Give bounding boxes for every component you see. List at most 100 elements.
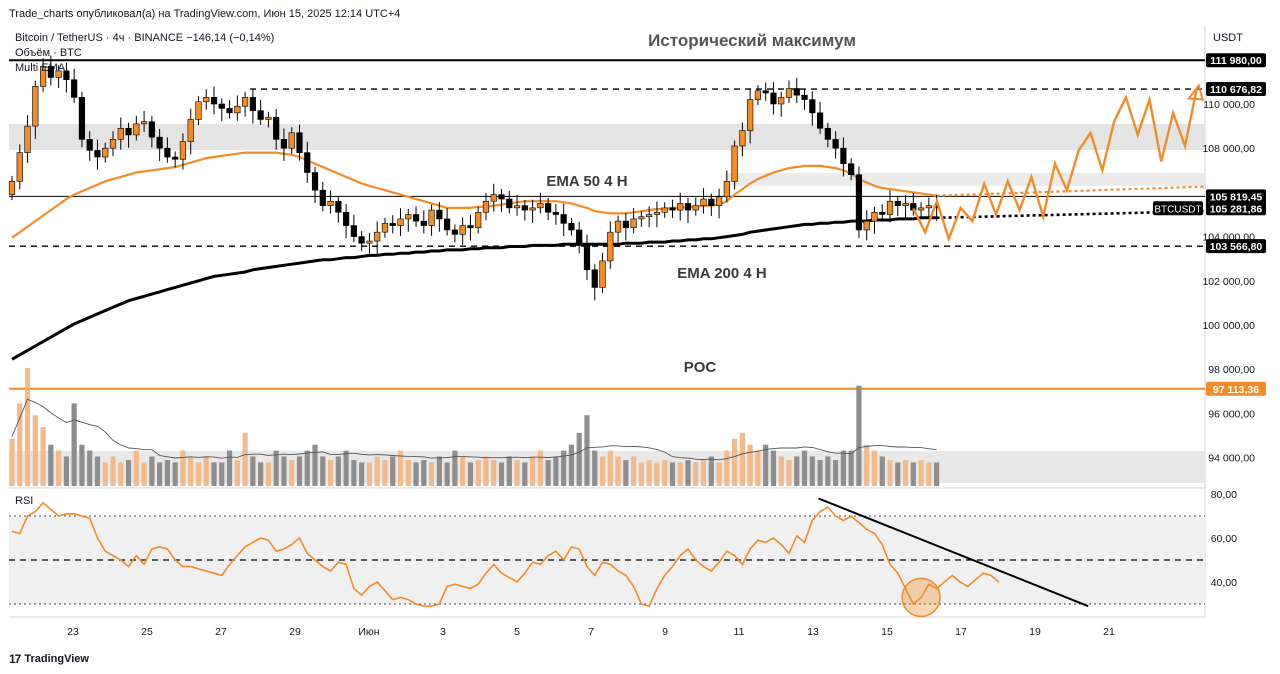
volume-bar (506, 456, 512, 486)
x-tick-label: 9 (662, 626, 668, 638)
projection-path (912, 88, 1198, 243)
candle-body (234, 105, 241, 114)
candle-body (482, 200, 490, 213)
candle-body (506, 198, 513, 209)
candle-body (343, 211, 350, 226)
x-tick-label: 7 (588, 626, 594, 638)
ema-legend[interactable]: Multi EMA (15, 62, 66, 74)
level-tag-label: 97 113,36 (1213, 384, 1259, 396)
x-tick-label: 21 (1103, 626, 1115, 638)
candle-body (203, 97, 210, 103)
ticker-tag (1153, 201, 1203, 216)
candle-body (902, 203, 909, 206)
candle-body (778, 97, 785, 105)
volume-bar (902, 460, 909, 486)
volume-bar (708, 456, 714, 486)
candle-body (739, 130, 746, 147)
price-tick-label: 96 000,00 (1208, 408, 1255, 420)
volume-bar (599, 456, 606, 486)
volume-bar (918, 460, 924, 486)
candle-body (848, 163, 855, 176)
rsi-label: RSI (15, 495, 33, 507)
volume-bar (809, 456, 815, 486)
x-tick-label: Июн (358, 626, 379, 638)
price-pane[interactable] (9, 26, 1205, 487)
candle-body (164, 147, 171, 158)
volume-bar (390, 456, 396, 486)
candle-body (708, 198, 715, 206)
volume-bar (514, 460, 520, 486)
candle-body (319, 189, 326, 206)
volume-bar (133, 450, 139, 486)
candle-body (467, 225, 474, 229)
price-tick-label: 108 000,00 (1202, 143, 1255, 155)
tradingview-mark-icon: 17 (9, 652, 21, 666)
x-tick-label: 15 (881, 626, 893, 638)
volume-bar (149, 456, 155, 486)
candle-body (560, 214, 567, 224)
volume-bar (724, 450, 730, 486)
volume-bar (436, 456, 442, 486)
candle-body (762, 90, 769, 94)
candle-body (366, 240, 373, 244)
candle-body (405, 214, 412, 220)
candle-body (816, 112, 824, 129)
volume-bar (879, 456, 885, 486)
candle-body (677, 203, 684, 211)
volume-bar (654, 462, 660, 486)
price-tick-label: 102 000,00 (1202, 276, 1255, 288)
volume-bar (467, 462, 474, 486)
candle-body (622, 220, 629, 229)
candle-body (630, 218, 637, 229)
candle-body (723, 181, 730, 198)
volume-bar (40, 427, 46, 486)
volume-bar (607, 450, 613, 486)
tradingview-logo[interactable]: 17 TradingView (9, 652, 89, 666)
candle-body (436, 209, 443, 220)
rsi-tick-label: 40,00 (1211, 577, 1237, 589)
candle-body (599, 260, 606, 288)
volume-legend[interactable]: Объём · BTC (15, 47, 82, 59)
volume-bar (382, 460, 388, 486)
volume-bar (203, 456, 209, 486)
candle-body (210, 97, 218, 105)
volume-bar (561, 450, 567, 486)
x-tick-label: 25 (141, 626, 153, 638)
candle-body (288, 132, 295, 149)
volume-bar (172, 462, 178, 486)
candle-body (475, 211, 482, 229)
symbol-legend[interactable]: Bitcoin / TetherUS · 4ч · BINANCE −146,1… (15, 32, 275, 44)
x-tick-label: 29 (289, 626, 301, 638)
candle-body (273, 116, 280, 140)
volume-bar (786, 460, 792, 486)
volume-bar (273, 450, 279, 486)
volume-bar (219, 462, 225, 486)
candle-body (614, 220, 622, 233)
candle-body (886, 200, 894, 215)
resistance-zone-small (725, 173, 1205, 186)
volume-bar (522, 462, 528, 486)
candle-body (731, 145, 738, 182)
candle-body (715, 196, 723, 206)
volume-bar (801, 450, 808, 486)
candle-body (498, 194, 505, 200)
candle-body (879, 211, 886, 215)
x-tick-label: 27 (215, 626, 227, 638)
candle-body (63, 70, 70, 80)
candle-body (86, 139, 93, 151)
volume-bar (327, 460, 334, 486)
candle-body (692, 205, 699, 211)
candle-body (280, 139, 288, 149)
candle-body (646, 214, 653, 218)
volume-bar (770, 450, 777, 486)
volume-bar (934, 462, 940, 486)
volume-bar (491, 460, 497, 486)
volume-bar (63, 456, 69, 486)
candle-body (770, 92, 777, 105)
volume-bar (102, 462, 108, 486)
volume-bar (195, 462, 202, 486)
x-tick-label: 23 (67, 626, 79, 638)
candle-body (700, 198, 707, 206)
volume-bar (576, 432, 582, 486)
